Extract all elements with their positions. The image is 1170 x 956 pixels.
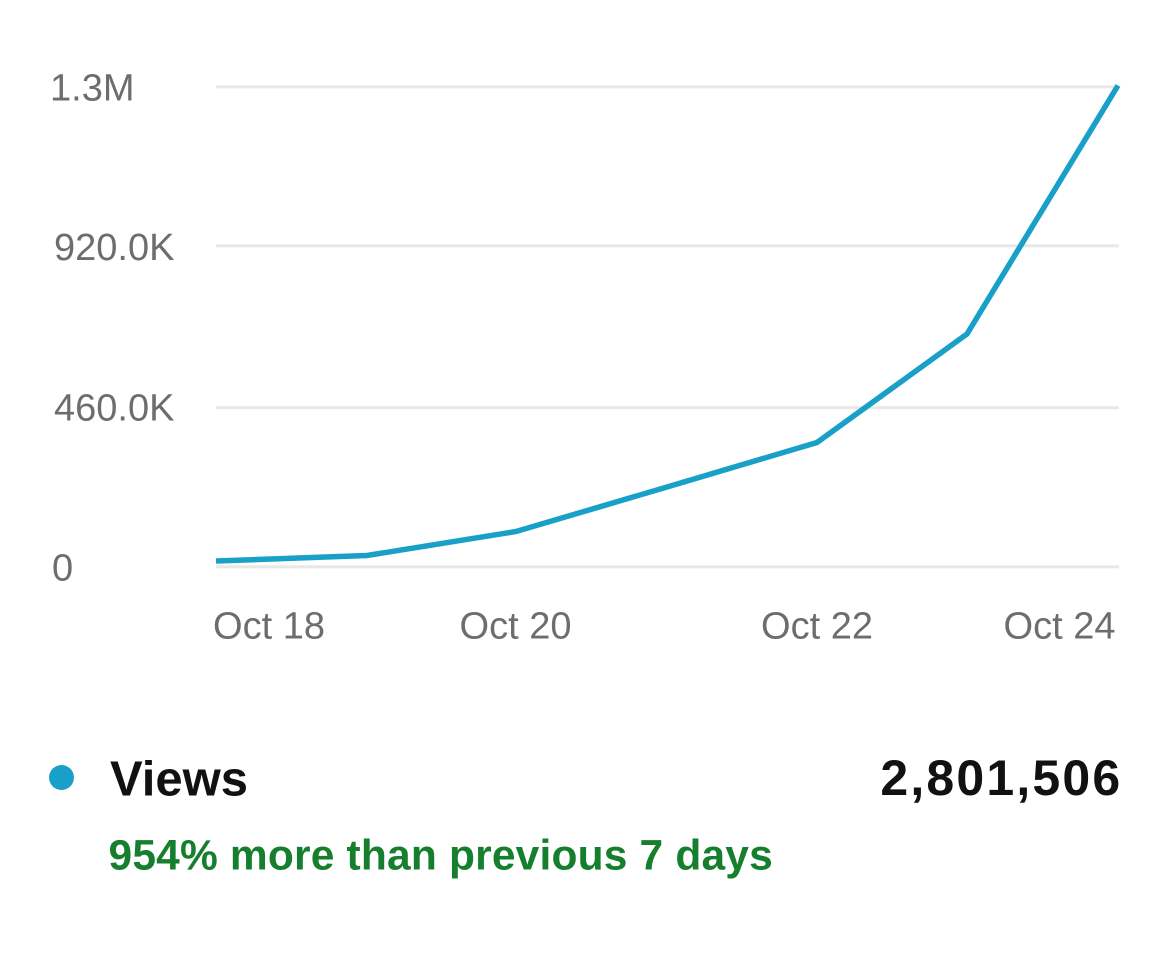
svg-text:Oct 22: Oct 22: [761, 606, 873, 648]
svg-text:2,801,506: 2,801,506: [880, 750, 1122, 806]
svg-text:1.3M: 1.3M: [50, 68, 134, 110]
svg-text:Views: Views: [110, 752, 248, 806]
svg-text:Oct 18: Oct 18: [213, 606, 325, 648]
svg-text:0: 0: [52, 547, 73, 589]
svg-text:920.0K: 920.0K: [54, 227, 174, 269]
svg-text:Oct 24: Oct 24: [1004, 606, 1116, 648]
svg-text:460.0K: 460.0K: [54, 388, 174, 430]
svg-text:Oct 20: Oct 20: [460, 606, 572, 648]
svg-text:954% more than previous 7 days: 954% more than previous 7 days: [109, 833, 773, 880]
